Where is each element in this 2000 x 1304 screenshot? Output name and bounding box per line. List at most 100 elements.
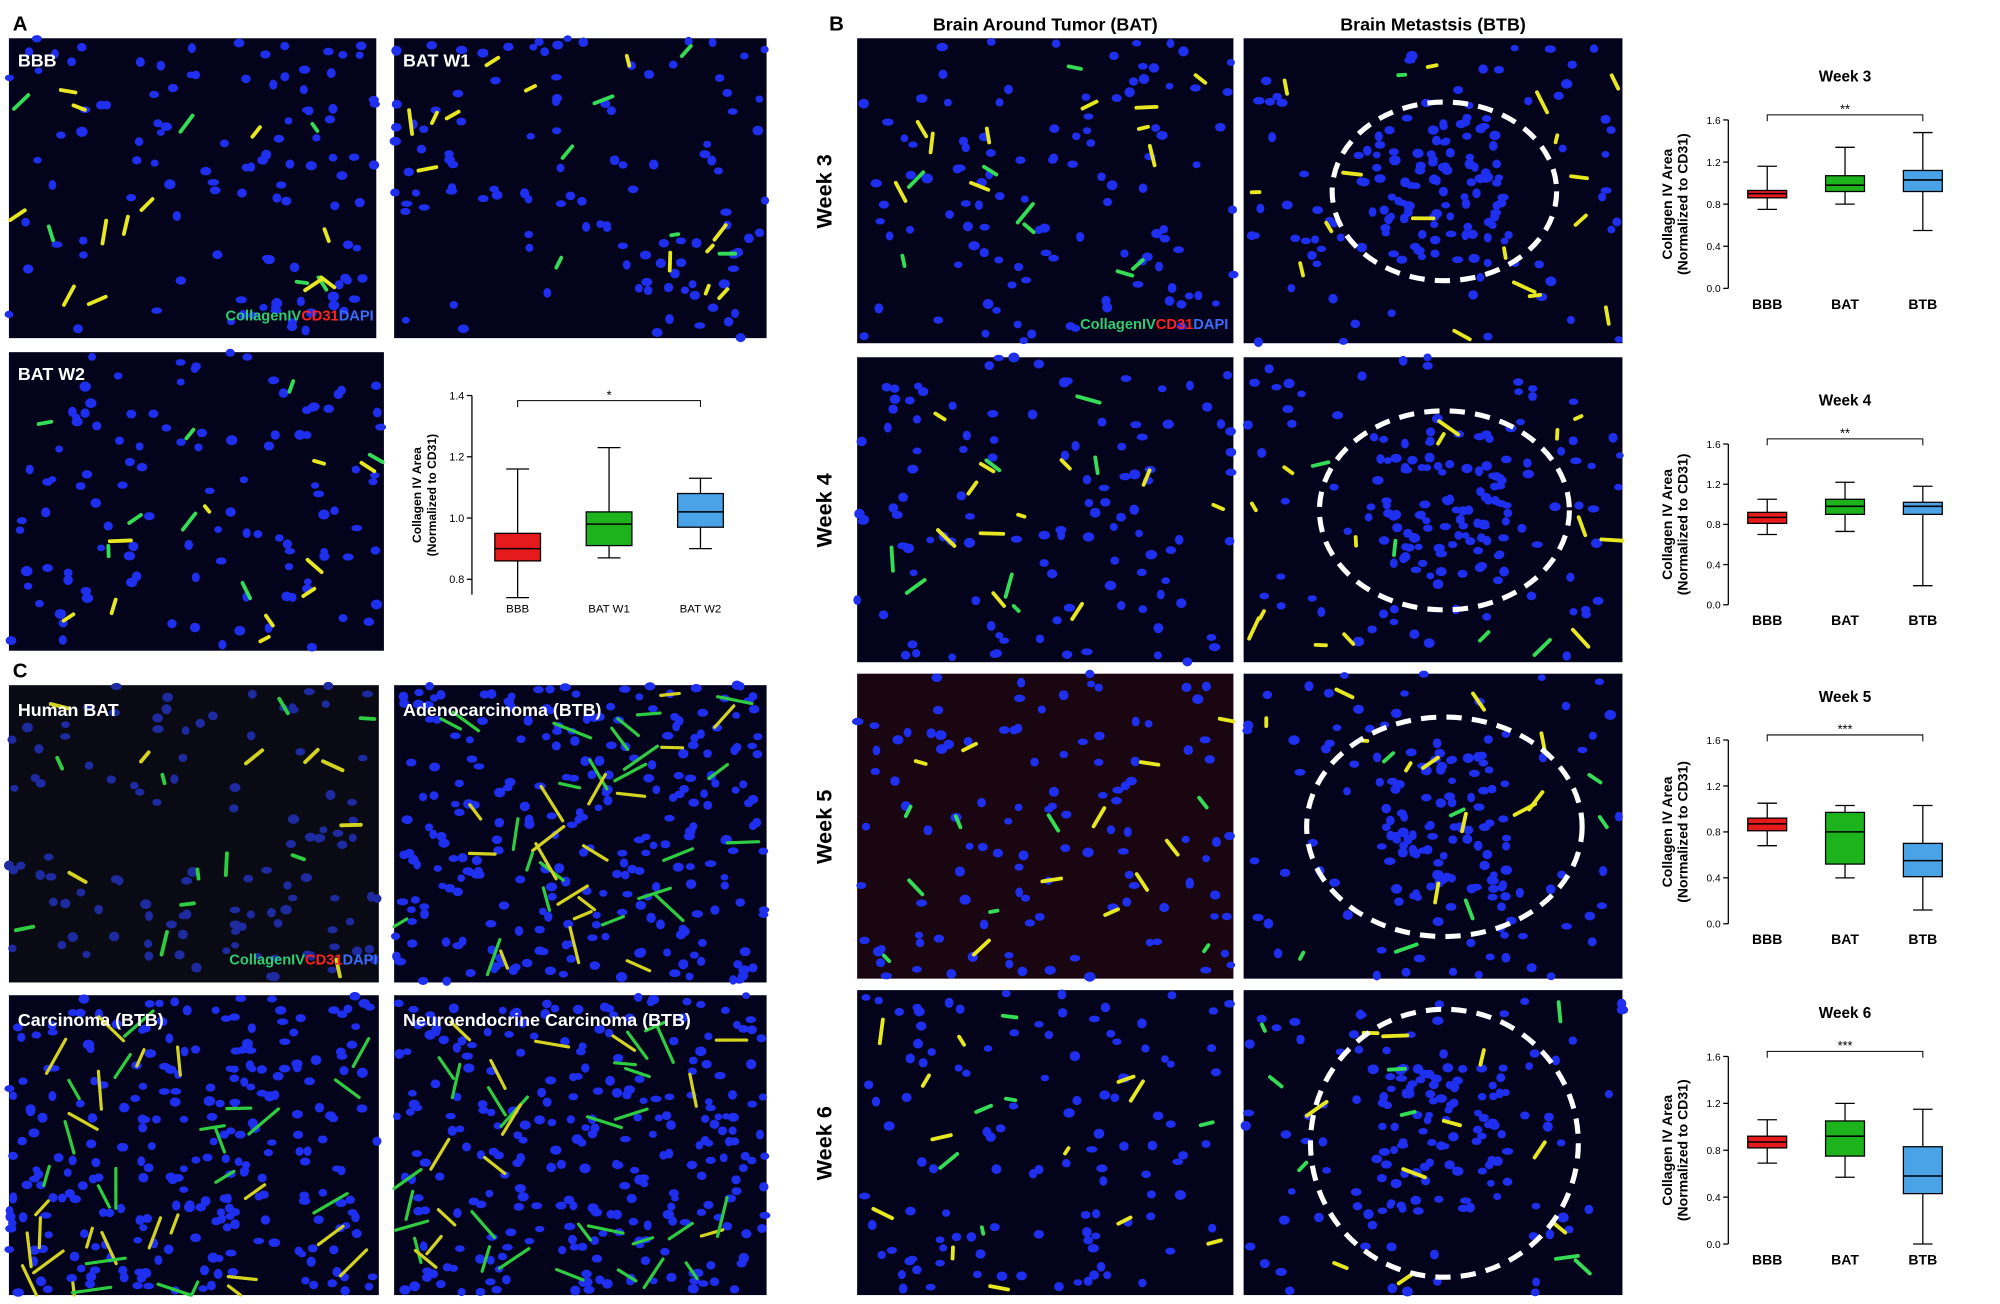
nucleus bbox=[1089, 507, 1101, 518]
y-axis-label: (Normalized to CD31) bbox=[1675, 761, 1691, 903]
nucleus bbox=[1272, 92, 1282, 101]
nucleus bbox=[747, 1025, 757, 1035]
nucleus bbox=[545, 1076, 557, 1085]
vessel bbox=[1131, 258, 1145, 271]
nucleus bbox=[80, 408, 90, 418]
x-tick-label: BBB bbox=[506, 603, 529, 615]
vessel bbox=[1282, 465, 1295, 476]
nucleus bbox=[1159, 224, 1169, 234]
nucleus bbox=[303, 1146, 312, 1156]
nucleus bbox=[619, 1181, 631, 1190]
nucleus bbox=[1172, 1158, 1184, 1166]
nucleus bbox=[559, 683, 571, 692]
nucleus bbox=[178, 753, 188, 763]
nucleus bbox=[684, 774, 697, 782]
nucleus bbox=[1537, 674, 1546, 681]
nucleus bbox=[321, 700, 330, 708]
vessel bbox=[1532, 1140, 1547, 1160]
nucleus bbox=[979, 919, 989, 930]
nucleus bbox=[498, 1006, 507, 1015]
vessel bbox=[499, 949, 510, 970]
nucleus bbox=[1424, 823, 1434, 831]
nucleus bbox=[1455, 119, 1467, 129]
nucleus bbox=[5, 636, 17, 646]
nucleus bbox=[493, 1122, 503, 1130]
nucleus bbox=[1278, 1215, 1290, 1225]
nucleus bbox=[900, 134, 909, 143]
vessel bbox=[871, 1206, 894, 1221]
nucleus bbox=[1138, 74, 1150, 85]
chart-title: Week 4 bbox=[1819, 393, 1872, 410]
nucleus bbox=[170, 997, 180, 1007]
nucleus bbox=[1082, 474, 1092, 485]
nucleus bbox=[571, 690, 581, 698]
nucleus bbox=[438, 838, 450, 848]
nucleus bbox=[935, 730, 947, 741]
vessel bbox=[226, 1284, 243, 1297]
nucleus bbox=[1369, 432, 1379, 442]
vessel bbox=[489, 1058, 507, 1090]
y-tick-label: 0.0 bbox=[1706, 284, 1720, 295]
nucleus bbox=[1459, 1197, 1472, 1204]
vessel bbox=[139, 750, 151, 764]
nucleus bbox=[987, 410, 999, 418]
nucleus bbox=[218, 639, 227, 650]
nucleus bbox=[1431, 135, 1442, 146]
nucleus bbox=[748, 963, 758, 973]
nucleus bbox=[697, 708, 709, 717]
x-tick-label: BTB bbox=[1908, 296, 1937, 312]
nucleus bbox=[1430, 249, 1440, 258]
y-tick-label: 0.4 bbox=[1706, 874, 1720, 885]
nucleus bbox=[471, 855, 482, 866]
nucleus bbox=[1093, 758, 1104, 766]
nucleus bbox=[746, 1059, 757, 1070]
nucleus bbox=[60, 898, 71, 909]
nucleus bbox=[665, 314, 674, 325]
nucleus bbox=[1167, 282, 1177, 294]
nucleus bbox=[306, 642, 317, 652]
nucleus bbox=[328, 103, 338, 114]
nucleus bbox=[731, 1175, 741, 1185]
nucleus bbox=[1485, 953, 1495, 961]
nucleus bbox=[1485, 434, 1494, 443]
nucleus bbox=[641, 277, 653, 287]
nucleus bbox=[1256, 1014, 1267, 1023]
nucleus bbox=[1545, 884, 1556, 894]
nucleus bbox=[424, 823, 434, 832]
vessel bbox=[244, 748, 265, 766]
nucleus bbox=[295, 1014, 306, 1023]
nucleus bbox=[1514, 388, 1523, 396]
nucleus bbox=[885, 231, 894, 241]
nucleus bbox=[555, 200, 567, 208]
nucleus bbox=[944, 997, 954, 1008]
nucleus bbox=[1051, 39, 1061, 48]
nucleus bbox=[1225, 427, 1236, 436]
nucleus bbox=[695, 1141, 704, 1150]
nucleus bbox=[334, 280, 344, 290]
nucleus bbox=[1522, 469, 1534, 479]
vessel bbox=[1441, 1118, 1463, 1128]
nucleus bbox=[358, 998, 370, 1008]
nucleus bbox=[1192, 161, 1201, 169]
nucleus bbox=[1072, 1095, 1082, 1106]
nucleus bbox=[1468, 253, 1480, 263]
nucleus bbox=[324, 115, 336, 124]
nucleus bbox=[722, 1222, 733, 1231]
nucleus bbox=[717, 1126, 728, 1136]
nucleus bbox=[650, 1095, 662, 1103]
nucleus bbox=[1183, 745, 1194, 756]
nucleus bbox=[117, 1203, 126, 1214]
nucleus bbox=[261, 149, 272, 160]
nucleus bbox=[319, 551, 330, 561]
nucleus bbox=[1388, 250, 1400, 258]
vessel bbox=[430, 110, 439, 125]
nucleus bbox=[578, 37, 589, 47]
nucleus bbox=[13, 1023, 23, 1032]
nucleus bbox=[1392, 523, 1403, 533]
box bbox=[585, 511, 633, 547]
nucleus bbox=[137, 1156, 146, 1167]
nucleus bbox=[1014, 694, 1026, 703]
nucleus bbox=[1374, 141, 1386, 149]
nucleus bbox=[570, 736, 580, 746]
nucleus bbox=[1498, 815, 1509, 823]
